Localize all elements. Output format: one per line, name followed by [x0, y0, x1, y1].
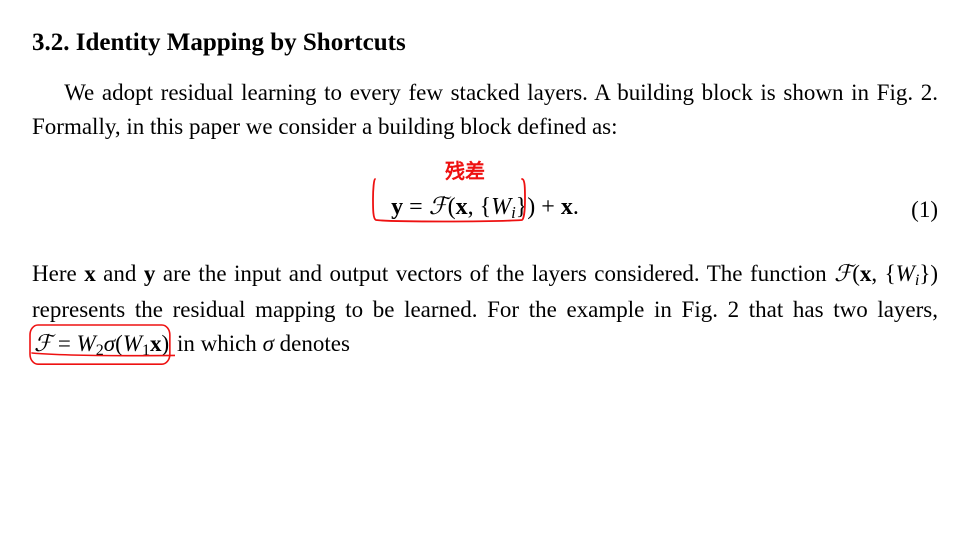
equation-number: (1) [911, 193, 938, 228]
p2-f: denotes [274, 331, 350, 356]
eq-x2: x [561, 194, 573, 220]
p2-y: y [144, 261, 156, 286]
inline-equation-2: ℱ = W2σ(W1x) [32, 327, 171, 363]
para1-text: We adopt residual learning to every few … [32, 80, 938, 140]
p2-sigma: σ [263, 331, 274, 356]
eq-close: }) [516, 194, 536, 220]
eq-x: x [456, 194, 468, 220]
p2-a: Here [32, 261, 84, 286]
p2-x2: x [860, 261, 872, 286]
paragraph-2: Here x and y are the input and output ve… [32, 257, 938, 364]
p2-F: ℱ [834, 261, 852, 286]
equation-1: y = ℱ(x, {Wi}) + x. [391, 189, 579, 225]
eq-W: W [491, 194, 511, 220]
equation-block: 残差 y = ℱ(x, {Wi}) + x. (1) [32, 165, 938, 235]
p2-mid: , { [871, 261, 895, 286]
eq-y: y [391, 194, 403, 220]
p2-c: are the input and output vectors of the … [155, 261, 834, 286]
handwritten-note: 残差 [445, 157, 485, 187]
annotation-box-2 [28, 323, 175, 369]
p2-d: represents the residual mapping to be le… [32, 297, 938, 322]
p2-e: in which [171, 331, 262, 356]
section-heading: 3.2. Identity Mapping by Shortcuts [32, 24, 938, 62]
p2-open: ( [852, 261, 860, 286]
eq-equals: = [403, 194, 429, 220]
eq-plus: + [535, 194, 561, 220]
eq-F: ℱ [429, 194, 448, 220]
paragraph-1: We adopt residual learning to every few … [32, 76, 938, 145]
p2-W: W [896, 261, 915, 286]
p2-b: and [96, 261, 144, 286]
p2-x: x [84, 261, 96, 286]
p2-close: }) [919, 261, 938, 286]
eq-period: . [573, 194, 579, 220]
eq-comma: , { [468, 194, 492, 220]
